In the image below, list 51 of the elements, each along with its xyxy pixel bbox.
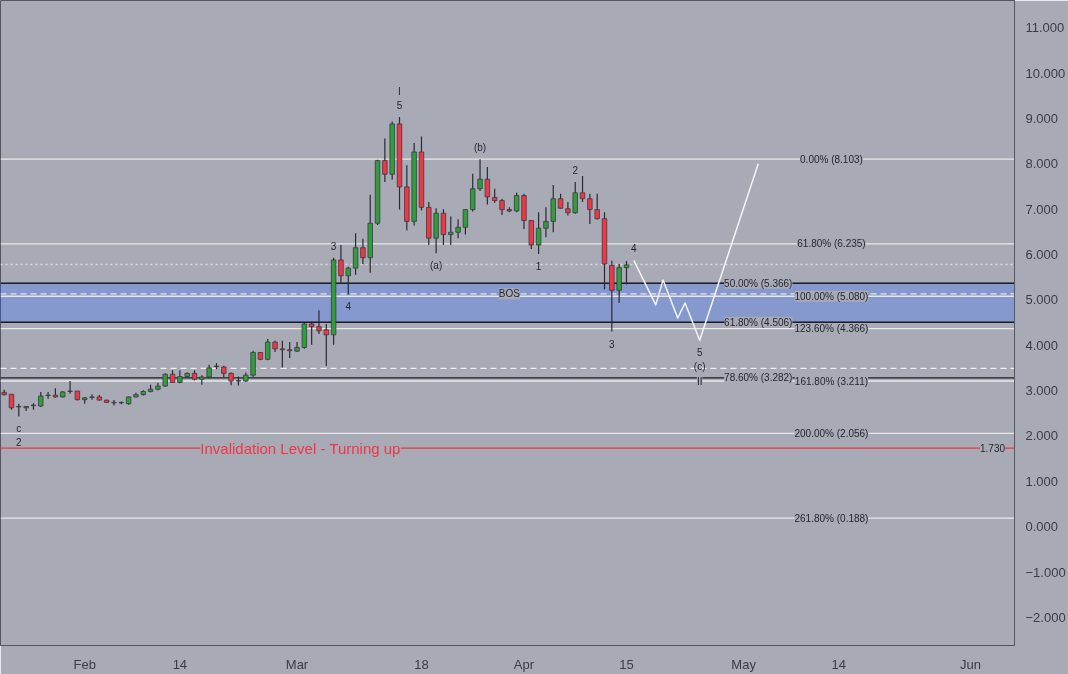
x-tick-label: 14	[831, 656, 847, 672]
annotation: 261.80% (0.188)	[794, 512, 869, 524]
y-tick-label: 3.000	[1025, 383, 1059, 399]
annotation: 0.00% (8.103)	[800, 153, 863, 165]
annotation: 100.00% (5.080)	[794, 290, 869, 302]
x-tick-label: May	[731, 656, 757, 672]
x-tick-label: 18	[414, 656, 429, 672]
x-tick-label: 15	[619, 656, 634, 672]
annotation: c	[16, 422, 22, 434]
y-tick-label: 4.000	[1025, 337, 1059, 353]
y-tick-label: 5.000	[1025, 292, 1059, 308]
y-tick-label: 8.000	[1025, 156, 1059, 172]
annotation: 61.80% (6.235)	[797, 238, 866, 250]
y-tick-label: 10.000	[1025, 65, 1066, 81]
y-tick-label: 2.000	[1025, 428, 1059, 444]
annotation: BOS	[498, 288, 521, 300]
annotation: 50.00% (5.366)	[724, 277, 793, 289]
annotation: (a)	[430, 259, 443, 271]
x-tick-label: Feb	[73, 656, 96, 672]
y-tick-label: 0.000	[1025, 519, 1059, 535]
annotation: 5	[396, 100, 403, 112]
annotation: 161.80% (3.211)	[794, 375, 869, 387]
annotation: 200.00% (2.056)	[794, 427, 869, 439]
annotation: (b)	[473, 141, 487, 153]
annotation: 2	[572, 164, 579, 176]
annotation: 1	[535, 261, 542, 273]
y-tick-label: 6.000	[1025, 247, 1059, 263]
annotation: 123.60% (4.366)	[794, 323, 869, 335]
x-tick-label: 14	[172, 656, 188, 672]
y-tick-label: 1.000	[1025, 473, 1059, 489]
y-tick-label: 7.000	[1025, 201, 1059, 217]
x-tick-label: Mar	[285, 656, 309, 672]
annotation: 1.730	[980, 443, 1006, 455]
ref-line-label: Invalidation Level - Turning up	[200, 439, 401, 457]
annotation: 2	[16, 437, 23, 449]
annotation: 3	[330, 240, 337, 252]
x-tick-label: Jun	[960, 656, 982, 672]
annotation: 3	[609, 338, 616, 350]
y-tick-label: −1.000	[1025, 564, 1066, 580]
annotation: 4	[345, 301, 352, 313]
annotation: (c)	[693, 360, 706, 372]
annotation: II	[696, 375, 703, 387]
y-tick-label: 9.000	[1025, 110, 1059, 126]
annotation: 5	[696, 347, 703, 359]
y-tick-label: −2.000	[1025, 609, 1066, 625]
y-tick-label: 11.000	[1025, 20, 1065, 36]
annotation: 4	[631, 243, 638, 255]
annotation: I	[398, 85, 401, 97]
annotation: 61.80% (4.506)	[724, 316, 793, 328]
annotation: 78.60% (3.282)	[724, 372, 793, 384]
x-tick-label: Apr	[513, 656, 535, 672]
